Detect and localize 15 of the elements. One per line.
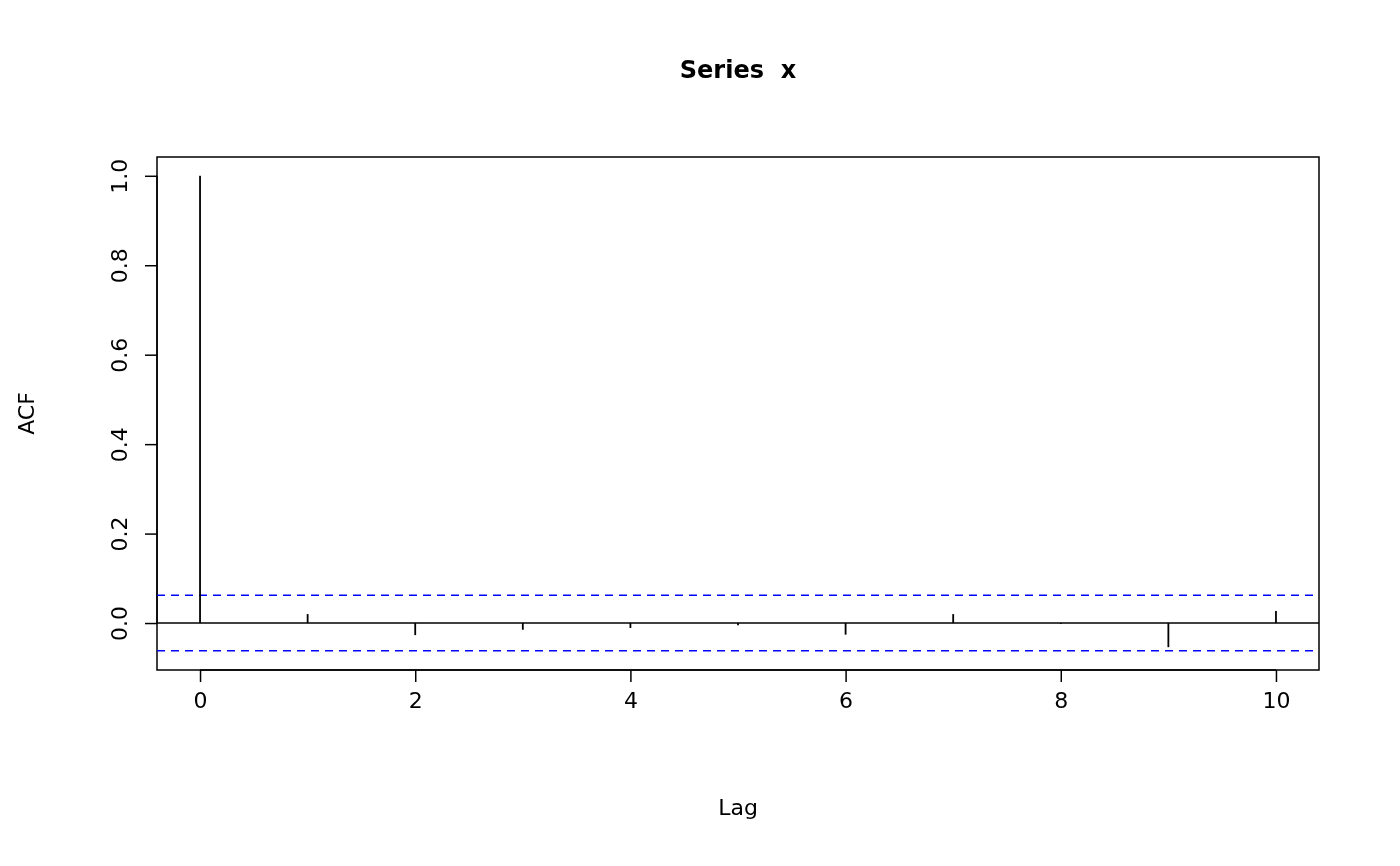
y-tick-label: 0.2	[107, 516, 132, 552]
x-tick-label: 8	[1054, 687, 1069, 713]
y-tick-label: 0.4	[107, 427, 132, 463]
x-axis-title: Lag	[718, 795, 758, 820]
x-tick-label: 6	[839, 687, 854, 713]
x-tick-label: 10	[1262, 687, 1291, 713]
y-tick-label: 0.0	[107, 606, 132, 642]
chart-title: Series x	[679, 56, 797, 84]
x-tick-label: 0	[193, 687, 208, 713]
x-tick-label: 4	[623, 687, 638, 713]
y-tick-label: 0.8	[107, 248, 132, 284]
x-tick-label: 2	[408, 687, 423, 713]
y-tick-label: 1.0	[107, 158, 132, 194]
y-tick-label: 0.6	[107, 337, 132, 373]
y-axis-title: ACF	[14, 392, 39, 435]
